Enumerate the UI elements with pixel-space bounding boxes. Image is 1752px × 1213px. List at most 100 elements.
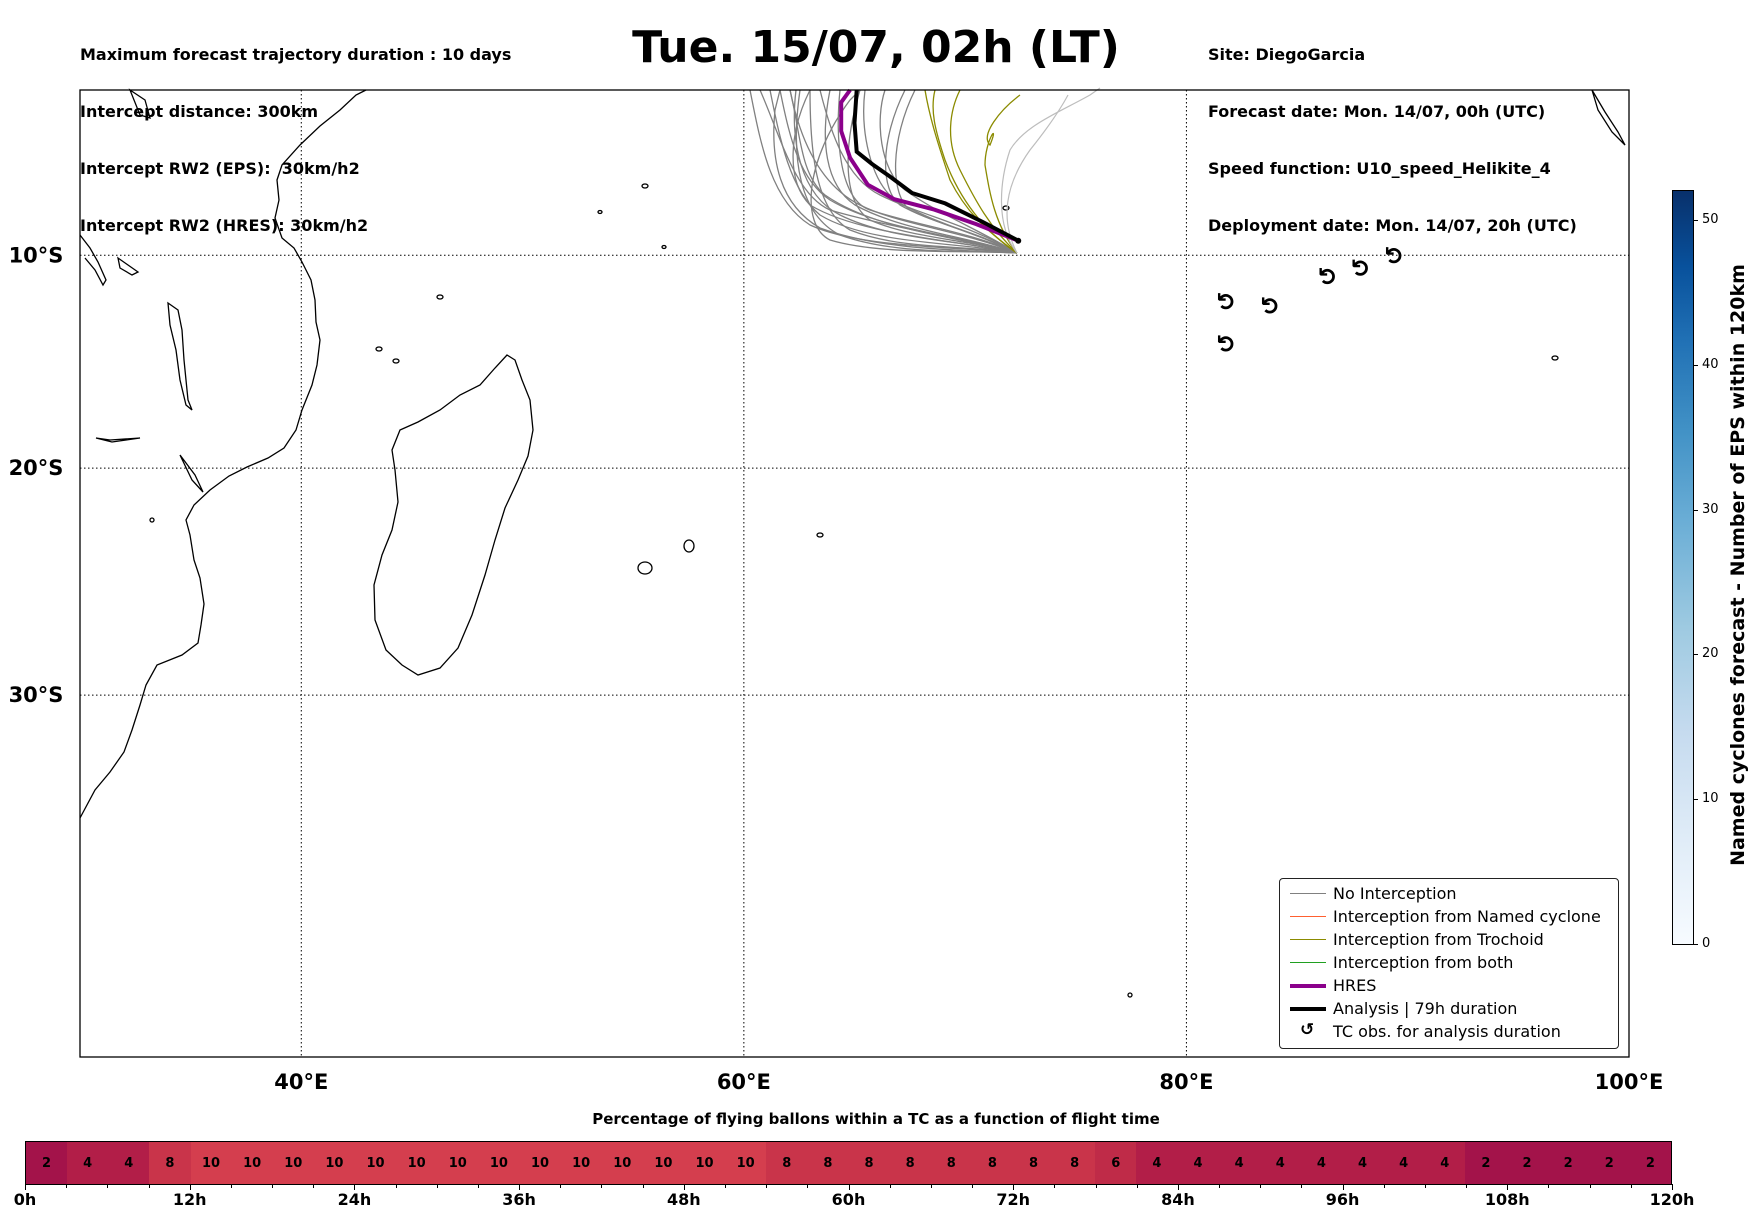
strip-cell: 2 — [1506, 1142, 1548, 1184]
colorbar-tick-label: 0 — [1702, 936, 1711, 951]
strip-tick — [724, 1184, 726, 1188]
lon-tick-label: 40°E — [274, 1070, 328, 1094]
legend-label: Analysis | 79h duration — [1333, 999, 1518, 1018]
strip-cell: 10 — [478, 1142, 520, 1184]
strip-cell: 10 — [725, 1142, 767, 1184]
lat-tick-label: 10°S — [9, 243, 64, 267]
legend-swatch — [1290, 893, 1326, 894]
header-line-rw2-eps: Intercept RW2 (EPS): 30km/h2 — [80, 159, 360, 178]
tc-obs-markers: ↺↺ ↺↺ ↺↺ — [1212, 245, 1408, 353]
legend-swatch — [1290, 984, 1326, 988]
strip-tick — [766, 1184, 768, 1188]
strip-cell: 8 — [1054, 1142, 1096, 1184]
legend-item-both: Interception from both — [1280, 951, 1618, 974]
colorbar-tick-label: 50 — [1702, 211, 1719, 227]
header-right-info: Site: DiegoGarcia Forecast date: Mon. 14… — [1208, 7, 1577, 254]
legend-label: Interception from Named cyclone — [1333, 907, 1601, 926]
legend-label: No Interception — [1333, 884, 1457, 903]
tc-obs-icon: ↺ — [1257, 295, 1285, 315]
strip-tick-label: 60h — [831, 1190, 866, 1209]
strip-cell: 10 — [396, 1142, 438, 1184]
strip-tick — [25, 1184, 26, 1190]
lon-tick-label: 100°E — [1595, 1070, 1664, 1094]
strip-tick — [230, 1184, 232, 1188]
lon-tick-label: 80°E — [1159, 1070, 1213, 1094]
strip-tick — [930, 1184, 932, 1188]
tc-obs-icon: ↺ — [1212, 333, 1240, 353]
tc-obs-icon: ↺ — [1380, 245, 1408, 265]
strip-tick — [1424, 1184, 1426, 1188]
colorbar-tick — [1693, 219, 1698, 221]
strip-cell: 2 — [1629, 1142, 1671, 1184]
strip-tick — [189, 1184, 191, 1190]
strip-tick — [313, 1184, 315, 1188]
strip-tick — [560, 1184, 562, 1188]
strip-tick — [1548, 1184, 1550, 1188]
header-line-speed-function: Speed function: U10_speed_Helikite_4 — [1208, 159, 1551, 178]
strip-tick — [354, 1184, 356, 1190]
strip-tick-label: 84h — [1161, 1190, 1195, 1209]
strip-cell: 2 — [1547, 1142, 1589, 1184]
lon-tick-label: 60°E — [717, 1070, 771, 1094]
strip-tick — [395, 1184, 397, 1188]
legend-swatch — [1290, 939, 1326, 940]
legend-item-no-interception: No Interception — [1280, 882, 1618, 905]
strip-tick-label: 36h — [502, 1190, 536, 1209]
strip-tick — [1260, 1184, 1262, 1188]
colorbar-tick-label: 30 — [1702, 501, 1719, 517]
strip-cell: 8 — [807, 1142, 849, 1184]
strip-tick — [848, 1184, 850, 1190]
header-line-max-duration: Maximum forecast trajectory duration : 1… — [80, 45, 512, 64]
lat-tick-label: 30°S — [9, 683, 64, 707]
legend-item-tc-obs: ↺ TC obs. for analysis duration — [1280, 1020, 1618, 1043]
analysis-track — [852, 89, 1020, 243]
header-line-forecast-date: Forecast date: Mon. 14/07, 00h (UTC) — [1208, 102, 1546, 121]
colorbar-tick — [1693, 364, 1698, 366]
colorbar — [1672, 190, 1694, 945]
flight-time-strip: 2 4 4 8 10 10 10 10 10 10 10 10 10 10 10 10 10 10 8 8 8 8 8 8 8 8… — [25, 1141, 1672, 1185]
colorbar-tick-label: 20 — [1702, 646, 1719, 662]
strip-tick — [477, 1184, 479, 1188]
strip-tick — [1013, 1184, 1015, 1190]
tc-obs-icon: ↺ — [1300, 1020, 1315, 1040]
strip-tick — [1630, 1184, 1632, 1188]
strip-tick-label: 24h — [337, 1190, 372, 1209]
strip-tick — [807, 1184, 809, 1188]
legend: No Interception Interception from Named … — [1279, 878, 1619, 1049]
legend-item-named-cyclone: Interception from Named cyclone — [1280, 905, 1618, 928]
strip-tick — [972, 1184, 974, 1188]
strip-cell: 4 — [108, 1142, 150, 1184]
strip-tick-label: 48h — [666, 1190, 701, 1209]
strip-cell: 10 — [601, 1142, 643, 1184]
strip-tick — [1342, 1184, 1344, 1190]
strip-tick — [272, 1184, 274, 1188]
strip-tick — [642, 1184, 644, 1188]
strip-cell: 4 — [1300, 1142, 1342, 1184]
strip-cell: 10 — [642, 1142, 684, 1184]
strip-cell: 10 — [231, 1142, 273, 1184]
lon-labels: 40°E 60°E 80°E 100°E — [274, 1070, 1663, 1094]
legend-item-hres: HRES — [1280, 974, 1618, 997]
strip-tick — [1219, 1184, 1221, 1188]
strip-cell: 8 — [971, 1142, 1013, 1184]
strip-tick — [1507, 1184, 1509, 1190]
strip-tick — [889, 1184, 891, 1188]
coastline — [79, 88, 1626, 998]
strip-cell: 6 — [1095, 1142, 1137, 1184]
map-frame — [79, 89, 1630, 1058]
hres-track — [839, 88, 1020, 243]
strip-tick-label: 12h — [172, 1190, 207, 1209]
strip-tick — [148, 1184, 150, 1188]
release-point — [1015, 237, 1022, 244]
strip-cell: 8 — [149, 1142, 191, 1184]
strip-tick — [1136, 1184, 1138, 1188]
strip-tick — [1466, 1184, 1468, 1188]
strip-tick — [1589, 1184, 1591, 1188]
legend-swatch — [1290, 1007, 1326, 1011]
lat-labels: 10°S 20°S 30°S — [9, 243, 64, 707]
eps-tracks-faded — [1000, 87, 1101, 254]
tc-obs-icon: ↺ — [1314, 266, 1342, 286]
strip-cell: 4 — [1383, 1142, 1425, 1184]
colorbar-tick — [1693, 799, 1698, 801]
legend-item-analysis: Analysis | 79h duration — [1280, 997, 1618, 1020]
